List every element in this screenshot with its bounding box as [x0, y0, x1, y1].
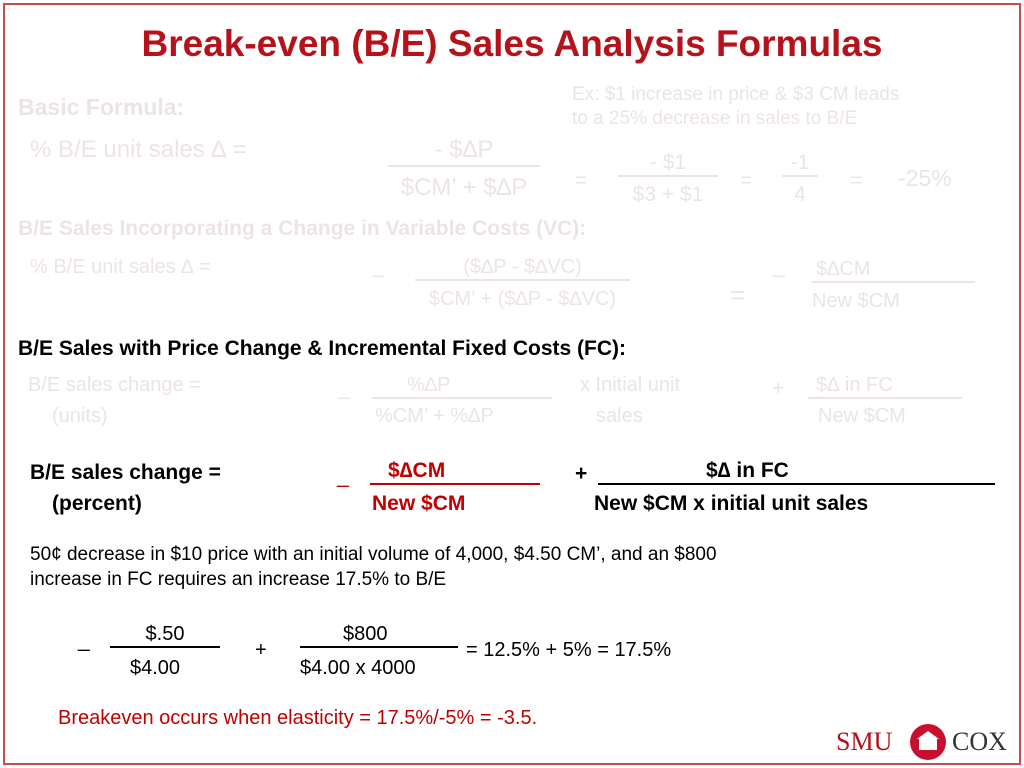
result: = 12.5% + 5% = 17.5%	[466, 639, 672, 661]
equals: =	[730, 280, 746, 310]
plus: +	[772, 377, 785, 400]
basic-heading: Basic Formula:	[18, 94, 185, 120]
denominator: %CM’ + %∆P	[375, 405, 494, 427]
numerator-text: $∆CM	[816, 258, 871, 280]
example-line: increase in FC requires an increase 17.5…	[30, 569, 447, 590]
numerator: - $∆P	[388, 136, 540, 167]
denominator: $4.00	[129, 657, 181, 679]
denominator: $3 + $1	[632, 183, 704, 206]
numerator: $∆ in FC	[808, 373, 962, 399]
formula-label: % B/E unit sales ∆ =	[30, 256, 211, 278]
title: Break-even (B/E) Sales Analysis Formulas	[141, 23, 883, 64]
slide-border	[3, 3, 1021, 765]
numerator: -1	[782, 150, 818, 178]
minus: _	[78, 629, 90, 652]
numerator: $∆CM	[812, 257, 975, 283]
logo-roof	[917, 731, 939, 739]
example-line: 50¢ decrease in $10 price with an initia…	[30, 544, 717, 565]
logo-emblem	[910, 724, 946, 760]
denominator: New $CM	[372, 492, 466, 515]
fc-heading: B/E Sales with Price Change & Incrementa…	[18, 337, 626, 360]
times-text: sales	[596, 405, 643, 427]
example-line: Ex: $1 increase in price & $3 CM leads	[572, 84, 900, 105]
plus: +	[255, 639, 267, 661]
denominator: New $CM	[812, 290, 900, 312]
denominator: New $CM	[818, 405, 906, 427]
numerator: $∆CM	[370, 458, 540, 486]
numerator-text: $∆ in FC	[706, 459, 789, 482]
numerator-text: %∆P	[407, 374, 451, 396]
numerator: $∆ in FC	[598, 458, 995, 486]
minus: _	[337, 465, 349, 488]
conclusion: Breakeven occurs when elasticity = 17.5%…	[58, 707, 538, 729]
numerator-text: $∆ in FC	[816, 374, 893, 396]
minus: _	[773, 255, 785, 278]
equals: =	[850, 169, 863, 192]
formula-label: % B/E unit sales ∆ =	[30, 136, 247, 163]
numerator: $.50	[110, 622, 220, 648]
numerator: %∆P	[372, 373, 552, 399]
formula-sublabel: (percent)	[52, 492, 142, 515]
denominator: $CM’ + ($∆P - $∆VC)	[428, 288, 617, 310]
minus: _	[338, 377, 350, 400]
vc-heading: B/E Sales Incorporating a Change in Vari…	[18, 217, 587, 240]
logo-text: COX	[952, 727, 1007, 756]
times-text: x Initial unit	[580, 374, 681, 396]
numerator-text: $800	[343, 623, 388, 645]
plus: +	[575, 462, 588, 485]
logo-text: SMU	[836, 727, 893, 756]
formula-sublabel: (units)	[52, 405, 108, 427]
numerator: ($∆P - $∆VC)	[415, 255, 630, 281]
equals: =	[575, 169, 588, 192]
minus: _	[372, 255, 384, 278]
formula-label: B/E sales change =	[30, 461, 221, 484]
denominator: $CM’ + $∆P	[400, 174, 528, 201]
result: -25%	[898, 165, 952, 191]
denominator: New $CM x initial unit sales	[594, 492, 869, 515]
logo-building	[919, 738, 937, 750]
equals: =	[740, 169, 753, 192]
denominator: 4	[794, 183, 806, 206]
denominator: $4.00 x 4000	[300, 657, 416, 679]
example-line: to a 25% decrease in sales to B/E	[572, 108, 858, 129]
numerator-text: $∆CM	[388, 459, 446, 482]
numerator: - $1	[618, 150, 718, 178]
numerator: $800	[300, 622, 458, 648]
formula-label: B/E sales change =	[28, 374, 201, 396]
